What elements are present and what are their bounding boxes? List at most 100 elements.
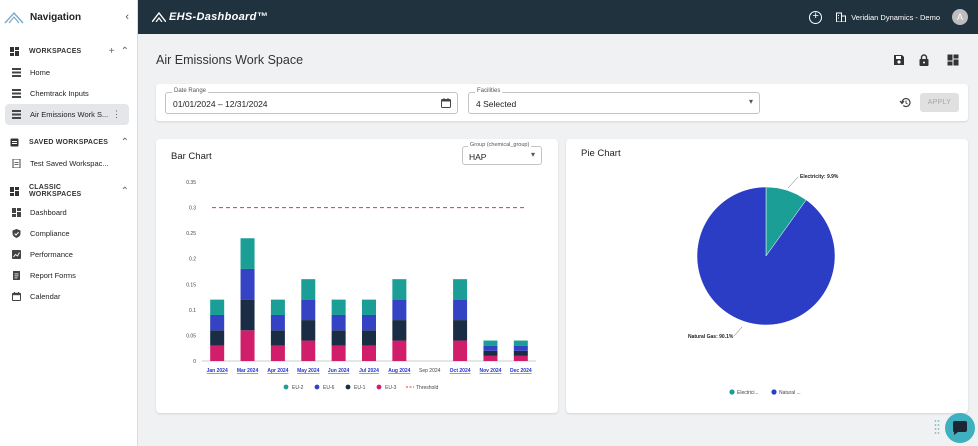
more-options-icon[interactable]: ⋮ [112,109,121,119]
legend-label: Threshold [416,385,438,391]
group-select[interactable]: Group (chemical_group) HAP ▾ [462,142,542,165]
top-bar: EHS-Dashboard™ + Veridian Dynamics - Dem… [138,0,978,34]
sidebar-item-air-emissions[interactable]: Air Emissions Work S... ⋮ [5,104,129,125]
history-reset-icon[interactable] [899,96,912,109]
x-tick-label: Mar 2024 [237,368,259,374]
pie-slice-natural-gas [696,186,836,326]
drag-handle-icon[interactable] [934,419,940,437]
x-tick-label: Aug 2024 [388,368,410,374]
calendar-icon[interactable] [441,98,451,108]
building-icon [836,12,847,22]
sidebar-item-test-saved[interactable]: Test Saved Workspac... [0,153,137,174]
bar-segment-eu-1 [301,320,316,341]
nav-title: Navigation [30,11,82,23]
bar-segment-eu-6 [301,299,316,321]
bar-segment-eu-2 [331,299,346,315]
list-icon [12,89,21,98]
classic-section-header: CLASSIC WORKSPACES ⌃ [0,180,137,202]
y-tick-label: 0.15 [186,282,196,288]
chevron-up-icon[interactable]: ⌃ [120,45,129,57]
sidebar-item-dashboard[interactable]: Dashboard [0,202,137,223]
bar-segment-eu-6 [392,299,407,321]
legend-swatch [771,389,777,395]
layout-icon[interactable] [947,54,959,66]
bar-segment-eu-6 [240,268,255,300]
workspaces-label: WORKSPACES [29,47,82,55]
legend-swatch [314,384,320,390]
saved-workspaces-label: SAVED WORKSPACES [29,138,109,146]
chevron-down-icon: ▾ [748,97,753,106]
page-title: Air Emissions Work Space [156,53,304,67]
bar-segment-eu-1 [483,350,498,356]
legend-label: EU-3 [385,385,397,391]
sidebar-item-label: Home [30,68,51,77]
bar-segment-eu-1 [210,330,225,346]
add-workspace-icon[interactable]: + [108,45,115,57]
x-tick-label: Jan 2024 [207,368,228,374]
document-icon [12,159,21,168]
brand-logo[interactable]: EHS-Dashboard™ [152,11,268,23]
logo-icon [4,11,24,24]
dashboard-icon [12,208,21,217]
dashboard-icon [10,46,19,56]
pie-chart: Electricity: 9.9% Natural Gas: 90.1% Elect… [688,174,839,396]
bar-segment-eu-6 [483,345,498,351]
chat-button[interactable] [945,413,975,443]
pie-label-natural-gas: Natural Gas: 90.1% [688,334,734,340]
bar-segment-eu-3 [301,340,316,361]
chevron-up-icon[interactable]: ⌃ [120,185,129,197]
date-range-label: Date Range [172,88,209,94]
y-tick-label: 0.2 [189,257,196,263]
lock-icon[interactable] [918,54,930,66]
brand-name: EHS-Dashboard™ [169,11,268,23]
sidebar-item-compliance[interactable]: Compliance [0,223,137,244]
bar-segment-eu-2 [362,299,376,315]
bar-segment-eu-2 [301,279,316,300]
sidebar-item-label: Chemtrack Inputs [30,89,89,98]
y-tick-label: 0.25 [186,231,196,237]
legend-label: EU-1 [354,385,366,391]
sidebar-item-label: Compliance [30,229,70,238]
sidebar: Navigation ‹ WORKSPACES + ⌃ Home Chemtra… [0,0,138,446]
chevron-up-icon[interactable]: ⌃ [120,136,129,148]
legend-swatch [283,384,289,390]
legend-label: Electrici... [737,390,759,396]
sidebar-item-chemtrack[interactable]: Chemtrack Inputs [0,83,137,104]
bar-segment-eu-1 [331,330,346,346]
y-tick-label: 0.3 [189,206,196,212]
bar-segment-eu-6 [210,314,225,331]
sidebar-item-label: Performance [30,250,73,259]
sidebar-item-report-forms[interactable]: Report Forms [0,265,137,286]
y-tick-label: 0.1 [189,308,196,314]
sidebar-item-performance[interactable]: Performance [0,244,137,265]
saved-section-header: SAVED WORKSPACES ⌃ [0,131,137,153]
bar-segment-eu-3 [362,345,376,361]
bar-segment-eu-3 [240,330,255,361]
sidebar-item-calendar[interactable]: Calendar [0,286,137,307]
x-tick-label: Jun 2024 [328,368,350,374]
facilities-select[interactable]: Facilities 4 Selected ▾ [468,88,760,114]
collapse-chevron-icon[interactable]: ‹ [125,11,129,23]
chart-icon [12,250,21,259]
date-range-field[interactable]: Date Range 01/01/2024 – 12/31/2024 [165,88,458,114]
apply-button[interactable]: APPLY [920,93,959,112]
chevron-down-icon: ▾ [530,150,535,159]
save-icon[interactable] [893,54,905,66]
x-tick-label: Dec 2024 [510,368,532,374]
pie-label-electricity: Electricity: 9.9% [800,174,839,180]
calendar-icon [12,292,21,301]
avatar[interactable]: A [952,9,968,25]
y-tick-label: 0.05 [186,333,196,339]
bar-segment-eu-6 [453,299,468,321]
nav-header: Navigation ‹ [0,0,137,34]
legend-label: Natural ... [779,390,801,396]
bar-segment-eu-3 [513,355,528,361]
bar-chart-title: Bar Chart [171,151,212,162]
facilities-label: Facilities [475,88,503,94]
add-circle-icon[interactable]: + [809,10,823,24]
sidebar-item-label: Air Emissions Work S... [30,110,109,119]
bar-segment-eu-2 [210,299,225,315]
organization-selector[interactable]: Veridian Dynamics - Demo [851,12,940,22]
sidebar-item-home[interactable]: Home [0,62,137,83]
group-select-label: Group (chemical_group) [468,142,532,148]
